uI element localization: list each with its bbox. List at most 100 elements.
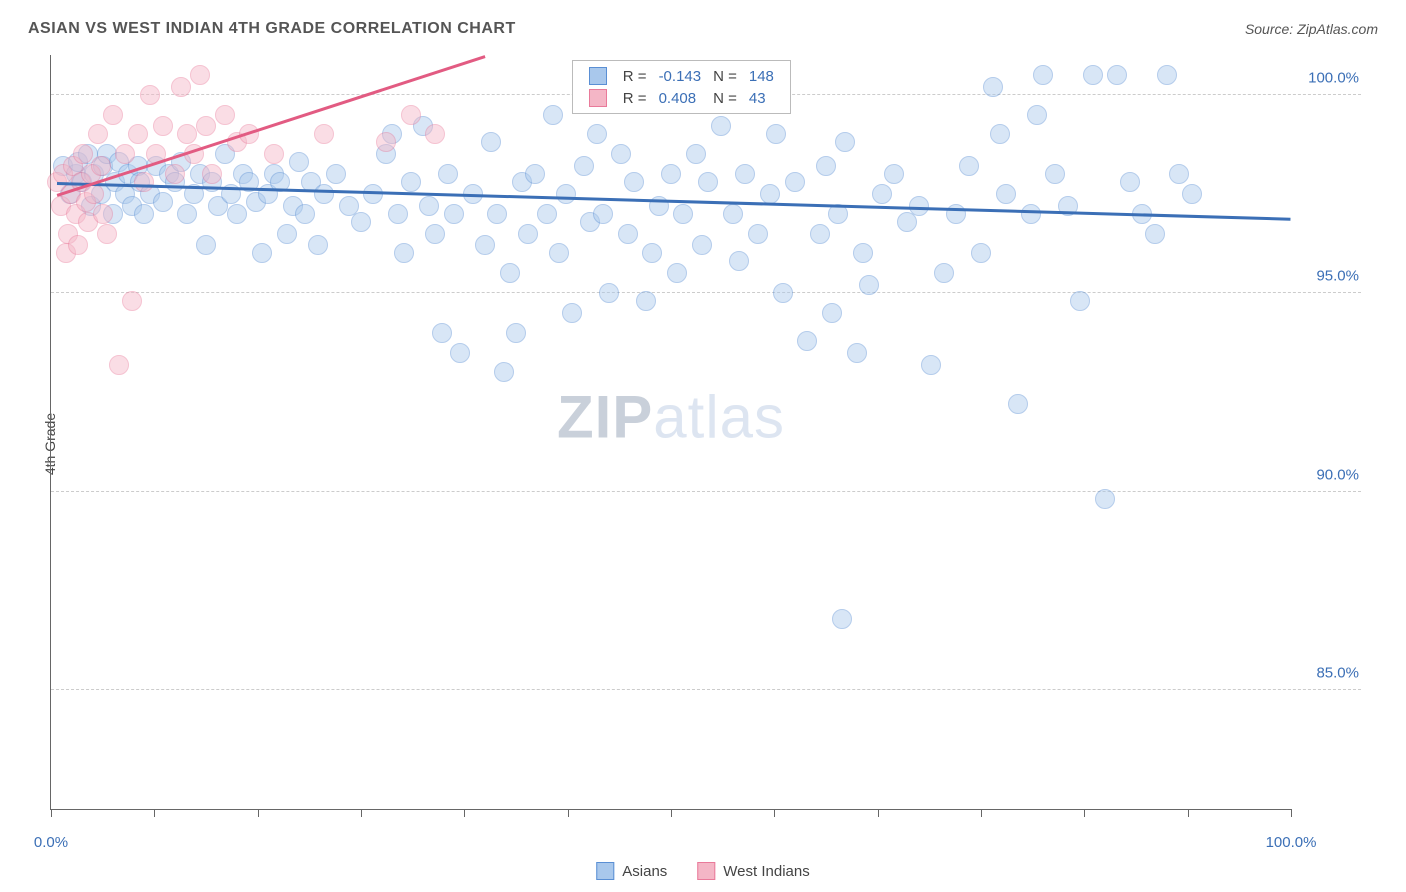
scatter-point xyxy=(202,164,222,184)
scatter-point xyxy=(735,164,755,184)
gridline-h xyxy=(51,689,1361,690)
watermark-light: atlas xyxy=(653,383,785,450)
scatter-point xyxy=(444,204,464,224)
scatter-point xyxy=(190,65,210,85)
scatter-point xyxy=(859,275,879,295)
y-tick-label: 95.0% xyxy=(1299,268,1359,285)
scatter-point xyxy=(642,243,662,263)
scatter-point xyxy=(835,132,855,152)
scatter-point xyxy=(363,184,383,204)
series-legend: Asians West Indians xyxy=(596,862,809,880)
scatter-point xyxy=(314,184,334,204)
scatter-point xyxy=(921,355,941,375)
legend-label: West Indians xyxy=(723,863,809,880)
scatter-point xyxy=(450,343,470,363)
stats-legend: R =-0.143N =148R =0.408N =43 xyxy=(572,60,791,114)
scatter-point xyxy=(401,172,421,192)
scatter-point xyxy=(1070,291,1090,311)
scatter-point xyxy=(122,291,142,311)
scatter-point xyxy=(1120,172,1140,192)
scatter-point xyxy=(103,105,123,125)
scatter-point xyxy=(853,243,873,263)
scatter-point xyxy=(153,192,173,212)
legend-item: Asians xyxy=(596,862,667,880)
scatter-point xyxy=(543,105,563,125)
scatter-point xyxy=(810,224,830,244)
y-tick-label: 85.0% xyxy=(1299,664,1359,681)
scatter-point xyxy=(872,184,892,204)
scatter-point xyxy=(518,224,538,244)
scatter-point xyxy=(500,263,520,283)
legend-swatch xyxy=(596,862,614,880)
scatter-point xyxy=(84,184,104,204)
scatter-point xyxy=(252,243,272,263)
x-tick-label: 0.0% xyxy=(34,834,68,851)
scatter-point xyxy=(816,156,836,176)
scatter-point xyxy=(128,124,148,144)
scatter-point xyxy=(88,124,108,144)
legend-item: West Indians xyxy=(697,862,809,880)
chart-title: ASIAN VS WEST INDIAN 4TH GRADE CORRELATI… xyxy=(28,20,516,38)
watermark: ZIPatlas xyxy=(557,382,785,451)
scatter-point xyxy=(227,204,247,224)
scatter-point xyxy=(1027,105,1047,125)
scatter-point xyxy=(419,196,439,216)
scatter-point xyxy=(1021,204,1041,224)
scatter-point xyxy=(68,235,88,255)
scatter-point xyxy=(134,172,154,192)
scatter-point xyxy=(959,156,979,176)
scatter-point xyxy=(308,235,328,255)
scatter-point xyxy=(165,164,185,184)
scatter-point xyxy=(549,243,569,263)
x-tick xyxy=(568,809,569,817)
legend-swatch xyxy=(697,862,715,880)
scatter-point xyxy=(760,184,780,204)
x-tick xyxy=(154,809,155,817)
scatter-point xyxy=(990,124,1010,144)
legend-swatch xyxy=(589,89,607,107)
scatter-point xyxy=(1008,394,1028,414)
scatter-point xyxy=(295,204,315,224)
scatter-point xyxy=(686,144,706,164)
scatter-point xyxy=(667,263,687,283)
scatter-point xyxy=(326,164,346,184)
scatter-point xyxy=(314,124,334,144)
scatter-point xyxy=(475,235,495,255)
scatter-point xyxy=(109,355,129,375)
scatter-point xyxy=(1045,164,1065,184)
scatter-point xyxy=(983,77,1003,97)
scatter-point xyxy=(692,235,712,255)
scatter-point xyxy=(73,144,93,164)
scatter-point xyxy=(438,164,458,184)
x-tick xyxy=(51,809,52,817)
scatter-point xyxy=(618,224,638,244)
scatter-point xyxy=(556,184,576,204)
scatter-point xyxy=(847,343,867,363)
scatter-point xyxy=(832,609,852,629)
scatter-point xyxy=(277,224,297,244)
x-tick xyxy=(671,809,672,817)
scatter-point xyxy=(884,164,904,184)
plot-area: ZIPatlas 85.0%90.0%95.0%100.0%0.0%100.0%… xyxy=(50,55,1291,810)
scatter-point xyxy=(171,77,191,97)
scatter-point xyxy=(593,204,613,224)
x-tick xyxy=(981,809,982,817)
gridline-h xyxy=(51,491,1361,492)
legend-swatch xyxy=(589,67,607,85)
scatter-point xyxy=(748,224,768,244)
legend-label: Asians xyxy=(622,863,667,880)
scatter-point xyxy=(177,124,197,144)
scatter-point xyxy=(1169,164,1189,184)
scatter-point xyxy=(215,105,235,125)
scatter-point xyxy=(822,303,842,323)
scatter-point xyxy=(723,204,743,224)
plot-container: 4th Grade ZIPatlas 85.0%90.0%95.0%100.0%… xyxy=(50,55,1361,832)
x-tick xyxy=(1084,809,1085,817)
chart-source: Source: ZipAtlas.com xyxy=(1245,21,1378,37)
x-tick xyxy=(878,809,879,817)
scatter-point xyxy=(636,291,656,311)
scatter-point xyxy=(711,116,731,136)
scatter-point xyxy=(196,116,216,136)
scatter-point xyxy=(624,172,644,192)
scatter-point xyxy=(773,283,793,303)
